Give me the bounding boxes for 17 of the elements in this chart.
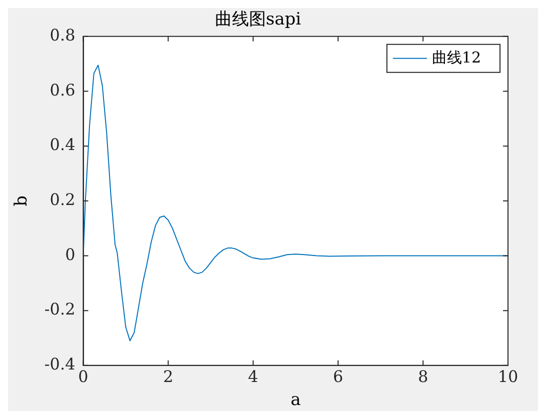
chart-title: 曲线图sapi — [214, 10, 302, 30]
legend-label: 曲线12 — [432, 48, 482, 66]
y-tick-label: 0.8 — [50, 26, 76, 45]
y-tick-label: 0.4 — [50, 135, 76, 154]
x-tick-label: 0 — [78, 367, 88, 386]
x-axis-title: a — [290, 390, 301, 410]
y-tick-label: 0 — [65, 244, 76, 264]
y-tick-label: -0.4 — [44, 354, 76, 374]
x-tick-label: 6 — [333, 367, 344, 386]
x-tick-label: 2 — [163, 367, 174, 386]
y-tick-label: -0.2 — [44, 300, 76, 319]
y-axis-title: b — [12, 195, 32, 206]
x-tick-label: 8 — [418, 367, 428, 386]
x-tick-label: 10 — [498, 367, 518, 386]
x-tick-label: 4 — [248, 367, 258, 386]
y-tick-label: 0.6 — [50, 80, 76, 100]
y-tick-label: 0.2 — [50, 190, 76, 210]
